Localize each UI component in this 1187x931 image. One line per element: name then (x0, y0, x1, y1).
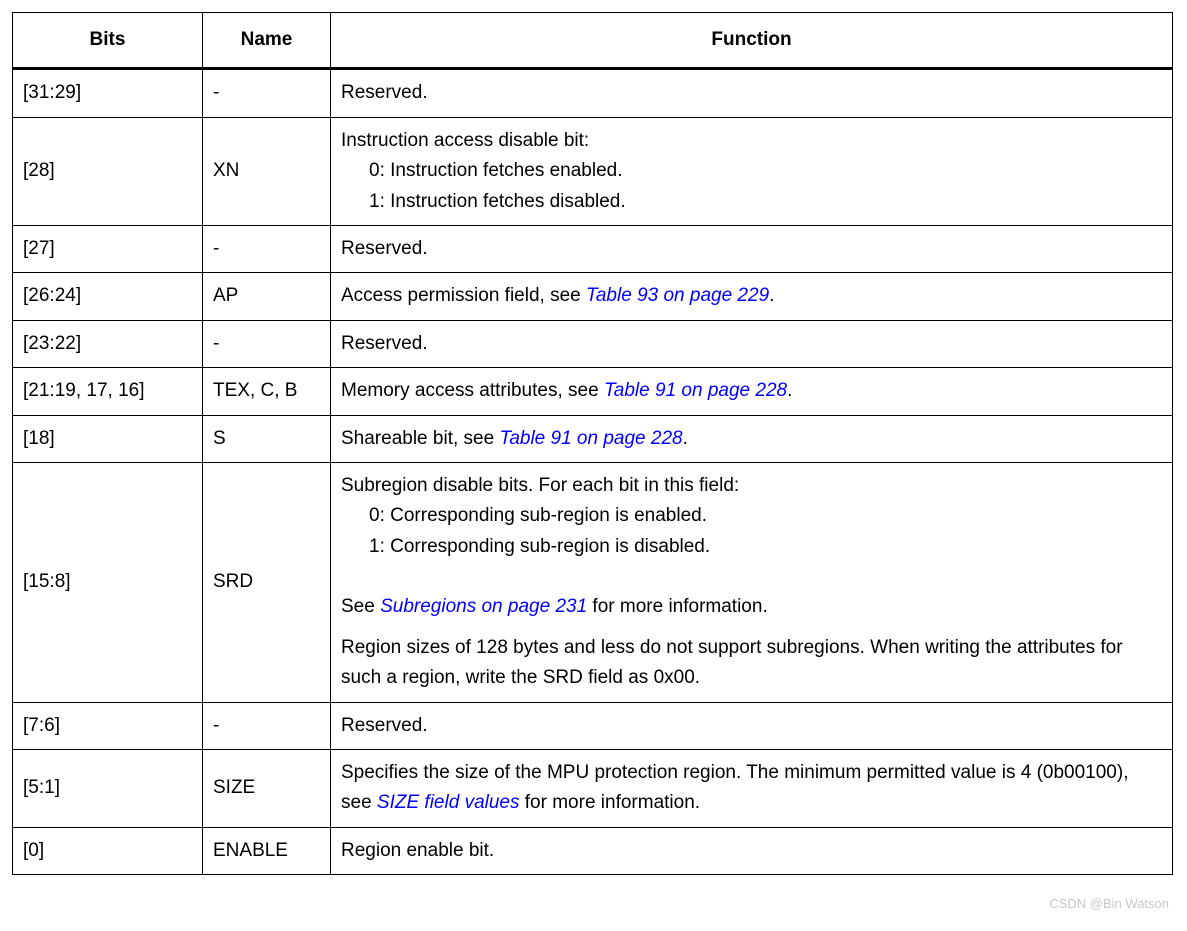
cross-reference-link[interactable]: SIZE field values (377, 792, 520, 813)
cross-reference-link[interactable]: Subregions on page 231 (380, 596, 587, 617)
cell-function: Reserved. (331, 69, 1173, 117)
cross-reference-link[interactable]: Table 91 on page 228 (604, 380, 787, 401)
cell-function: Reserved. (331, 225, 1173, 272)
table-row: [26:24]APAccess permission field, see Ta… (13, 273, 1173, 320)
cell-bits: [26:24] (13, 273, 203, 320)
function-indented-value: 0: Instruction fetches enabled. (341, 156, 1162, 186)
cell-name: SRD (203, 462, 331, 702)
cell-name: AP (203, 273, 331, 320)
cell-name: ENABLE (203, 827, 331, 874)
cell-function: Memory access attributes, see Table 91 o… (331, 368, 1173, 415)
function-text: Shareable bit, see (341, 428, 499, 449)
function-text: Reserved. (341, 715, 428, 736)
cell-bits: [18] (13, 415, 203, 462)
cell-bits: [7:6] (13, 702, 203, 749)
table-row: [18]SShareable bit, see Table 91 on page… (13, 415, 1173, 462)
cross-reference-link[interactable]: Table 91 on page 228 (499, 428, 682, 449)
cell-bits: [31:29] (13, 69, 203, 117)
cell-name: - (203, 225, 331, 272)
function-text: Reserved. (341, 238, 428, 259)
function-text: Instruction access disable bit: (341, 130, 589, 151)
cell-bits: [27] (13, 225, 203, 272)
function-text: for more information. (520, 792, 701, 813)
table-header-row: Bits Name Function (13, 13, 1173, 69)
cell-bits: [21:19, 17, 16] (13, 368, 203, 415)
cross-reference-link[interactable]: Table 93 on page 229 (586, 285, 769, 306)
cell-function: Region enable bit. (331, 827, 1173, 874)
cell-bits: [5:1] (13, 750, 203, 828)
table-row: [31:29]-Reserved. (13, 69, 1173, 117)
cell-function: Specifies the size of the MPU protection… (331, 750, 1173, 828)
function-text: See (341, 596, 380, 617)
cell-name: - (203, 702, 331, 749)
cell-function: Instruction access disable bit: 0: Instru… (331, 117, 1173, 225)
cell-bits: [23:22] (13, 320, 203, 367)
function-text: Region enable bit. (341, 840, 494, 861)
function-indented-value: 1: Corresponding sub-region is disabled. (341, 532, 1162, 562)
cell-name: XN (203, 117, 331, 225)
function-text: . (683, 428, 688, 449)
register-bits-table: Bits Name Function [31:29]-Reserved.[28]… (12, 12, 1173, 875)
function-indented-value: 0: Corresponding sub-region is enabled. (341, 501, 1162, 531)
function-text: Memory access attributes, see (341, 380, 604, 401)
function-text: . (787, 380, 792, 401)
function-paragraph: Region sizes of 128 bytes and less do no… (341, 633, 1162, 694)
cell-bits: [28] (13, 117, 203, 225)
table-row: [28]XN Instruction access disable bit: 0: … (13, 117, 1173, 225)
function-text: Reserved. (341, 82, 428, 103)
table-row: [15:8]SRD Subregion disable bits. For eac… (13, 462, 1173, 702)
table-row: [23:22]-Reserved. (13, 320, 1173, 367)
cell-bits: [0] (13, 827, 203, 874)
col-header-name: Name (203, 13, 331, 69)
table-row: [0]ENABLE Region enable bit. (13, 827, 1173, 874)
cell-name: - (203, 320, 331, 367)
cell-name: S (203, 415, 331, 462)
function-text: . (769, 285, 774, 306)
cell-name: SIZE (203, 750, 331, 828)
cell-function: Access permission field, see Table 93 on… (331, 273, 1173, 320)
watermark: CSDN @Bin Watson (1049, 896, 1169, 911)
cell-function: Reserved. (331, 702, 1173, 749)
cell-function: Reserved. (331, 320, 1173, 367)
table-row: [7:6]-Reserved. (13, 702, 1173, 749)
cell-bits: [15:8] (13, 462, 203, 702)
table-row: [27]-Reserved. (13, 225, 1173, 272)
cell-function: Subregion disable bits. For each bit in … (331, 462, 1173, 702)
table-row: [21:19, 17, 16]TEX, C, BMemory access at… (13, 368, 1173, 415)
function-indented-value: 1: Instruction fetches disabled. (341, 187, 1162, 217)
cell-name: TEX, C, B (203, 368, 331, 415)
cell-function: Shareable bit, see Table 91 on page 228. (331, 415, 1173, 462)
col-header-function: Function (331, 13, 1173, 69)
function-text: Reserved. (341, 333, 428, 354)
function-text: Access permission field, see (341, 285, 586, 306)
cell-name: - (203, 69, 331, 117)
function-text: Subregion disable bits. For each bit in … (341, 475, 739, 496)
function-text: for more information. (587, 596, 768, 617)
col-header-bits: Bits (13, 13, 203, 69)
table-row: [5:1]SIZESpecifies the size of the MPU p… (13, 750, 1173, 828)
